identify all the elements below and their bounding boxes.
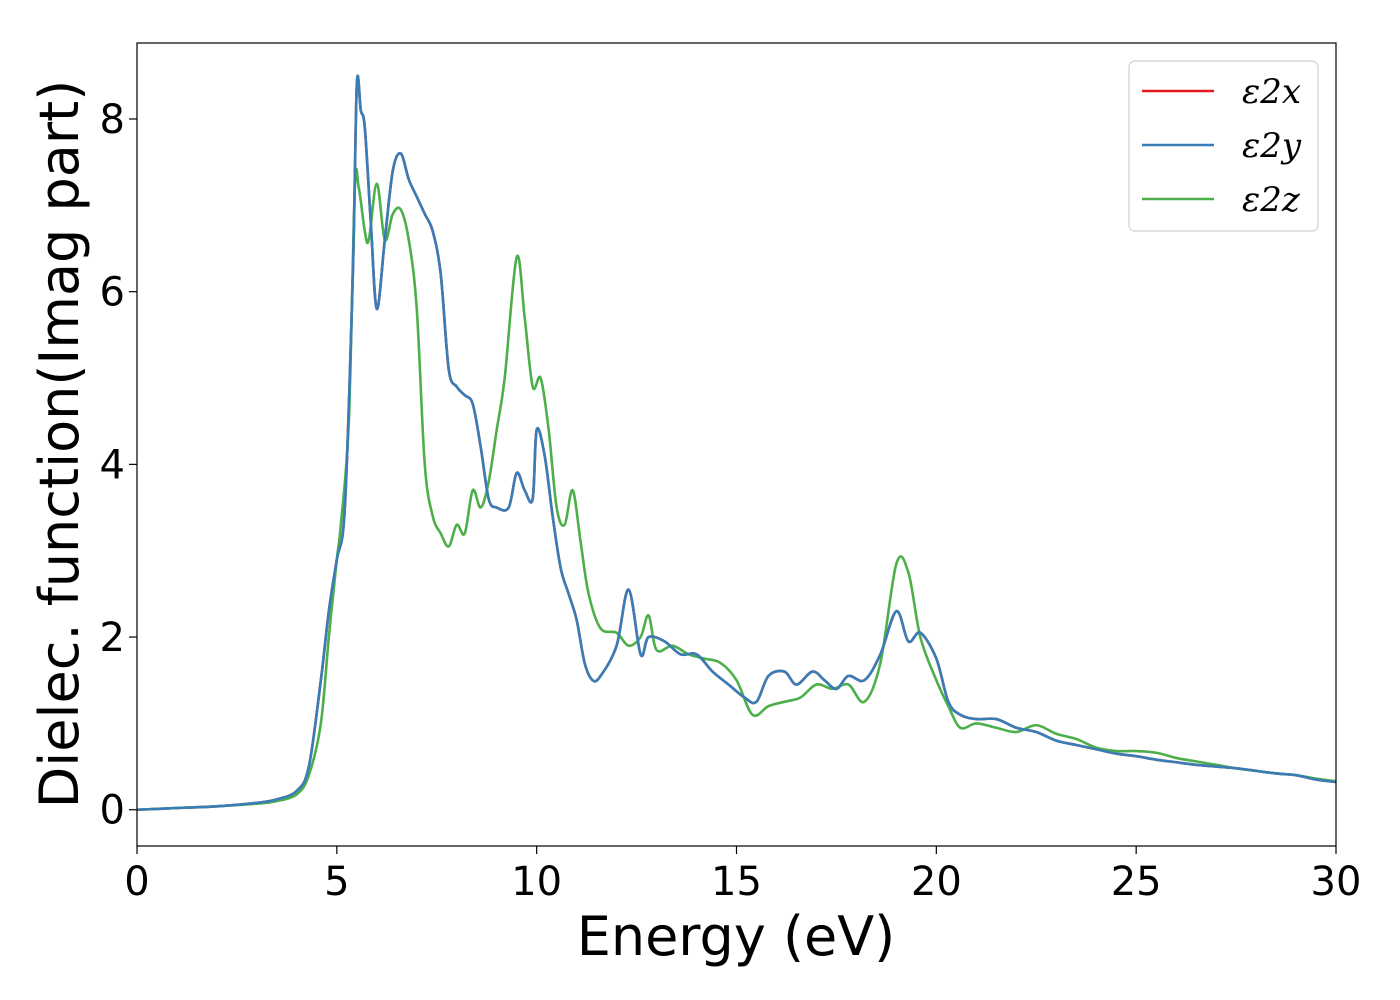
x-tick-label: 30 [1311,859,1362,905]
legend-box [1128,60,1319,232]
legend: ε2x ε2y ε2z [1128,60,1319,232]
y-tick-label: 0 [100,788,125,834]
legend-label: ε2x [1242,72,1301,112]
series-layer [137,74,1336,812]
series-line-e2z [137,167,1336,812]
x-tick-label: 20 [911,859,962,905]
legend-label: ε2z [1242,180,1301,220]
legend-entries: ε2x ε2y ε2z [1142,72,1302,220]
y-tick-label: 2 [100,615,125,661]
y-tick-label: 8 [100,97,125,143]
y-axis-label: Dielec. function(Imag part) [28,80,91,809]
y-tick-label: 4 [100,442,125,488]
x-tick-label: 10 [511,859,562,905]
y-tick-label: 6 [100,270,125,316]
x-axis: 0 5 10 15 20 25 30 [124,846,1361,905]
x-tick-label: 0 [124,859,149,905]
series-line-e2y [137,74,1336,812]
legend-label: ε2y [1242,126,1302,166]
x-tick-label: 5 [324,859,349,905]
y-axis: 0 2 4 6 8 [100,97,137,834]
x-tick-label: 15 [711,859,762,905]
x-axis-label: Energy (eV) [577,905,896,968]
x-tick-label: 25 [1111,859,1162,905]
